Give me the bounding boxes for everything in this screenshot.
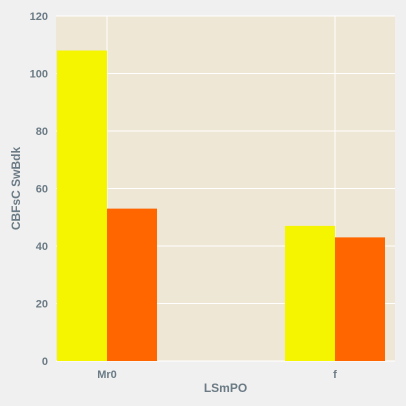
y-tick-label: 60	[36, 184, 48, 196]
y-tick-label: 20	[36, 299, 48, 311]
y-axis-title: CBFsC SwBdk	[9, 147, 23, 231]
bar-Mr0-series-1	[57, 50, 107, 361]
bar-f-series-2	[335, 237, 385, 361]
y-tick-label: 40	[36, 241, 48, 253]
y-axis-ticks: 0 20 40 60 80 100 120	[30, 11, 48, 368]
x-tick-label: f	[333, 369, 337, 381]
x-axis-ticks: Mr0 f	[97, 369, 337, 381]
bars	[57, 50, 385, 361]
y-tick-label: 100	[30, 69, 48, 81]
x-axis-title: LSmPO	[204, 381, 247, 395]
y-tick-label: 0	[42, 356, 48, 368]
bar-Mr0-series-2	[107, 208, 157, 361]
y-tick-label: 80	[36, 126, 48, 138]
bar-f-series-1	[285, 225, 335, 361]
x-tick-label: Mr0	[97, 369, 117, 381]
y-tick-label: 120	[30, 11, 48, 23]
